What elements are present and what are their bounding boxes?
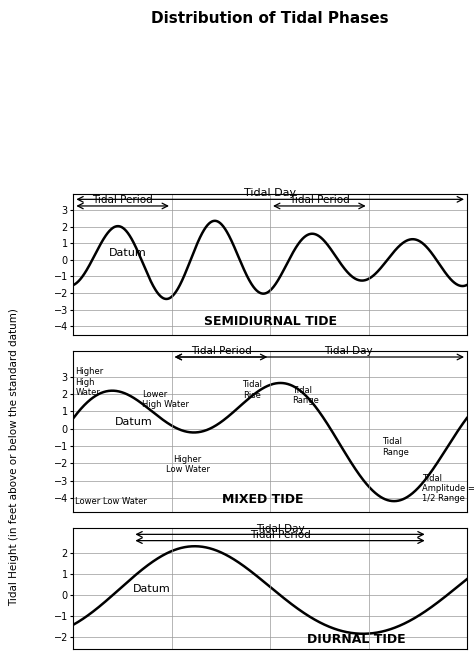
Text: MIXED TIDE: MIXED TIDE [221,493,303,506]
Text: Tidal Period: Tidal Period [250,530,310,540]
Text: Tidal Period: Tidal Period [289,195,350,205]
Text: Datum: Datum [132,584,170,594]
Text: Tidal Period: Tidal Period [92,195,153,205]
Text: Datum: Datum [115,417,153,427]
Text: Tidal Period: Tidal Period [191,346,251,356]
Text: Datum: Datum [109,248,146,258]
Text: DIURNAL TIDE: DIURNAL TIDE [308,633,406,646]
Text: Higher
High
Water: Higher High Water [75,367,104,397]
Text: Lower Low Water: Lower Low Water [75,497,147,506]
Text: Tidal
Amplitude =
1/2 Range: Tidal Amplitude = 1/2 Range [422,474,474,503]
Text: SEMIDIURNAL TIDE: SEMIDIURNAL TIDE [204,315,337,328]
Text: Tidal Day: Tidal Day [244,188,296,199]
Text: Tidal
Range: Tidal Range [292,386,319,405]
Text: Tidal
Rise: Tidal Rise [243,380,263,400]
Text: Distribution of Tidal Phases: Distribution of Tidal Phases [151,11,389,26]
Text: Tidal Day: Tidal Day [325,346,373,356]
Text: Higher
Low Water: Higher Low Water [165,455,210,474]
Text: Tidal Height (in feet above or below the standard datum): Tidal Height (in feet above or below the… [9,308,19,605]
Text: Tidal
Range: Tidal Range [383,438,409,457]
Text: Lower
High Water: Lower High Water [142,390,189,409]
Text: Tidal Day: Tidal Day [255,523,304,533]
